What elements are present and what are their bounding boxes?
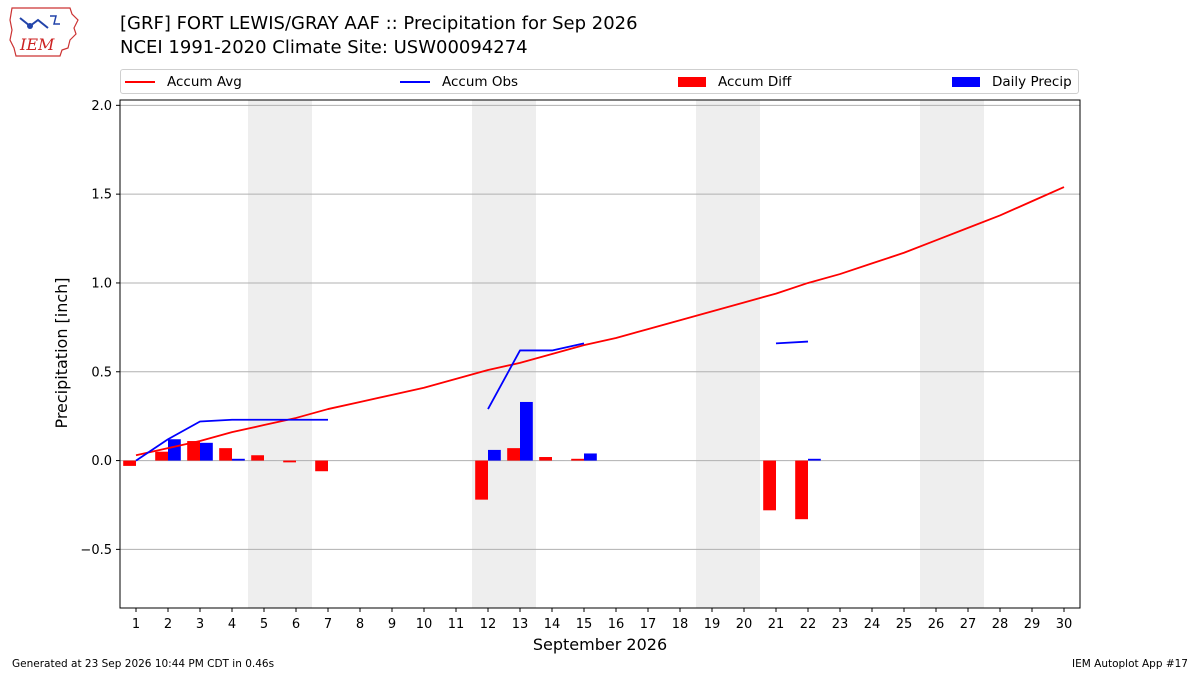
x-tick-label: 7 bbox=[324, 617, 332, 632]
daily-precip-bar bbox=[200, 442, 213, 461]
accum-diff-bar bbox=[795, 460, 808, 520]
legend-swatch-accum-obs bbox=[400, 81, 430, 83]
x-tick-label: 18 bbox=[672, 617, 689, 632]
x-tick-label: 24 bbox=[864, 617, 881, 632]
chart-title: [GRF] FORT LEWIS/GRAY AAF :: Precipitati… bbox=[120, 12, 638, 60]
legend-swatch-accum-avg bbox=[125, 81, 155, 83]
x-tick-label: 19 bbox=[704, 617, 721, 632]
legend-item-daily-precip: Daily Precip bbox=[952, 73, 1072, 91]
x-tick-label: 28 bbox=[992, 617, 1009, 632]
accum-obs-line bbox=[135, 418, 328, 462]
iem-logo: IEM bbox=[8, 6, 80, 60]
weekend-shade-1 bbox=[248, 100, 312, 608]
accum-diff-bar bbox=[155, 451, 168, 461]
legend-item-accum-diff: Accum Diff bbox=[678, 73, 791, 91]
daily-precip-bar bbox=[808, 458, 821, 461]
x-tick-label: 21 bbox=[768, 617, 785, 632]
weekend-shade-3 bbox=[696, 100, 760, 608]
daily-precip-bar bbox=[168, 439, 181, 461]
x-tick-label: 2 bbox=[164, 617, 172, 632]
legend-label-daily-precip: Daily Precip bbox=[992, 74, 1072, 90]
x-tick-label: 22 bbox=[800, 617, 817, 632]
y-tick-label: 2.0 bbox=[91, 99, 112, 114]
x-tick-label: 16 bbox=[608, 617, 625, 632]
grid-lines bbox=[120, 104, 1080, 550]
daily-precip-bar bbox=[488, 449, 501, 461]
x-tick-label: 12 bbox=[480, 617, 497, 632]
accum-diff-bar bbox=[763, 460, 776, 511]
axes: −0.50.00.51.01.52.01 2 3 4 5 6 7 8 9 10 11 12 13 14 15… bbox=[80, 99, 1072, 632]
x-tick-label: 3 bbox=[196, 617, 204, 632]
accum-diff-bar bbox=[475, 460, 488, 500]
footer-generated: Generated at 23 Sep 2026 10:44 PM CDT in… bbox=[12, 658, 275, 670]
logo-text: IEM bbox=[19, 35, 55, 54]
weekend-shade-4 bbox=[920, 100, 984, 608]
x-tick-label: 27 bbox=[960, 617, 977, 632]
x-tick-label: 23 bbox=[832, 617, 849, 632]
x-tick-label: 6 bbox=[292, 617, 300, 632]
x-tick-label: 10 bbox=[416, 617, 433, 632]
accum-diff-bar bbox=[539, 457, 552, 461]
plot-area-frame bbox=[119, 99, 1081, 609]
legend-item-accum-obs: Accum Obs bbox=[400, 73, 518, 91]
x-tick-label: 8 bbox=[356, 617, 364, 632]
y-tick-label: 1.0 bbox=[91, 276, 112, 291]
legend-swatch-accum-diff bbox=[678, 77, 706, 87]
accum-diff-bar bbox=[251, 455, 264, 461]
x-tick-label: 26 bbox=[928, 617, 945, 632]
y-tick-label: 0.5 bbox=[91, 365, 112, 380]
weekend-shading bbox=[248, 100, 984, 608]
accum-diff-bar bbox=[283, 460, 296, 463]
daily-precip-bar bbox=[232, 458, 245, 461]
x-tick-label: 11 bbox=[448, 617, 465, 632]
x-tick-label: 13 bbox=[512, 617, 529, 632]
legend-item-accum-avg: Accum Avg bbox=[125, 73, 242, 91]
x-tick-label: 9 bbox=[388, 617, 396, 632]
lines bbox=[135, 186, 1065, 462]
daily-precip-bar bbox=[520, 401, 533, 461]
x-tick-label: 29 bbox=[1024, 617, 1041, 632]
accum-diff-bar bbox=[123, 460, 136, 466]
accum-diff-bar bbox=[187, 441, 200, 461]
x-axis-label: September 2026 bbox=[533, 635, 667, 654]
legend: Accum Avg Accum Obs Accum Diff Daily Pre… bbox=[120, 69, 1079, 94]
y-tick-label: −0.5 bbox=[80, 543, 112, 558]
weekend-shade-2 bbox=[472, 100, 536, 608]
title-line-1: [GRF] FORT LEWIS/GRAY AAF :: Precipitati… bbox=[120, 13, 638, 34]
daily-precip-bar bbox=[584, 453, 597, 461]
legend-label-accum-diff: Accum Diff bbox=[718, 74, 792, 90]
x-tick-label: 14 bbox=[544, 617, 561, 632]
legend-label-accum-obs: Accum Obs bbox=[442, 74, 519, 90]
x-tick-label: 4 bbox=[228, 617, 236, 632]
accum-diff-bar bbox=[507, 448, 520, 461]
x-tick-label: 30 bbox=[1056, 617, 1073, 632]
y-axis-label: Precipitation [inch] bbox=[52, 277, 71, 428]
y-tick-label: 1.5 bbox=[91, 188, 112, 203]
x-tick-label: 20 bbox=[736, 617, 753, 632]
footer-app: IEM Autoplot App #17 bbox=[1072, 658, 1188, 670]
accum-diff-bar bbox=[219, 448, 232, 461]
legend-label-accum-avg: Accum Avg bbox=[167, 74, 242, 90]
accum-obs-line bbox=[775, 340, 809, 345]
bars bbox=[123, 401, 821, 520]
title-line-2: NCEI 1991-2020 Climate Site: USW00094274 bbox=[120, 37, 528, 58]
accum-diff-bar bbox=[571, 458, 584, 461]
x-tick-label: 5 bbox=[260, 617, 268, 632]
legend-swatch-daily-precip bbox=[952, 77, 980, 87]
x-tick-label: 15 bbox=[576, 617, 593, 632]
x-tick-label: 1 bbox=[132, 617, 140, 632]
x-tick-label: 17 bbox=[640, 617, 657, 632]
accum-diff-bar bbox=[315, 460, 328, 472]
accum-obs-line bbox=[487, 342, 585, 410]
y-tick-label: 0.0 bbox=[91, 454, 112, 469]
x-tick-label: 25 bbox=[896, 617, 913, 632]
